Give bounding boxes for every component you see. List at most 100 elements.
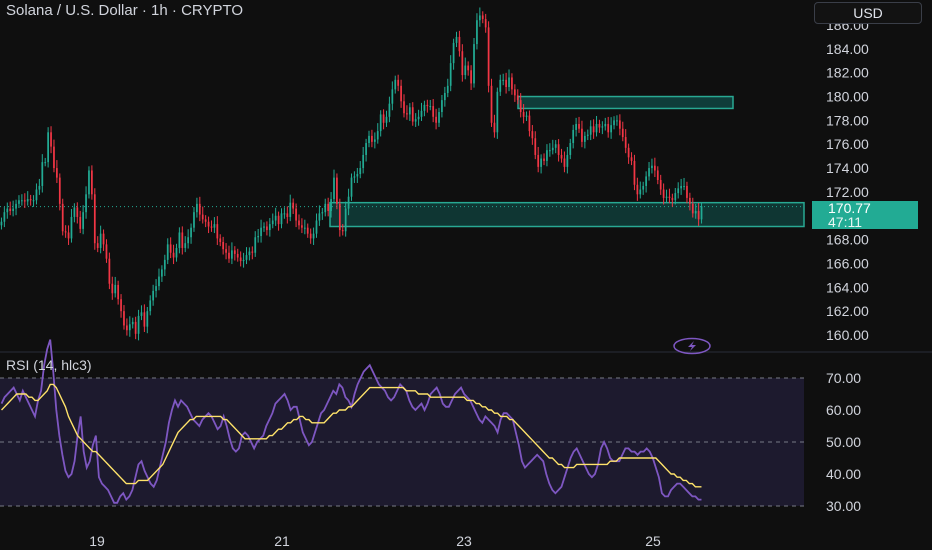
rsi-ma-line: [1, 383, 702, 488]
candle: [470, 65, 472, 90]
candle-body: [23, 200, 26, 202]
axes-layer: 160.00162.00164.00166.00168.00170.00172.…: [89, 17, 869, 549]
candle: [344, 201, 347, 237]
candle: [388, 96, 391, 123]
candle-body: [417, 116, 420, 120]
candle: [271, 213, 274, 229]
candle: [161, 265, 163, 282]
candle: [683, 177, 685, 191]
candle: [411, 102, 414, 126]
candle: [686, 181, 688, 204]
candle: [589, 120, 592, 141]
candle: [12, 200, 15, 217]
candle-body: [601, 126, 604, 128]
candle-body: [38, 185, 41, 190]
candle-body: [665, 196, 668, 198]
candle-body: [344, 208, 347, 232]
candle: [356, 167, 359, 183]
candle-body: [70, 216, 73, 239]
candle: [522, 104, 525, 124]
candle-body: [531, 131, 534, 139]
candle-body: [604, 123, 607, 127]
candle-body: [362, 154, 365, 169]
candle-body: [341, 230, 344, 232]
candle-body: [385, 116, 388, 123]
candle: [303, 219, 306, 235]
candle: [85, 186, 87, 219]
candle: [248, 247, 251, 261]
candle: [511, 73, 513, 95]
candle-body: [274, 215, 277, 221]
candle-body: [525, 115, 528, 117]
candle: [385, 110, 388, 127]
candle: [449, 55, 452, 92]
candle: [505, 72, 507, 94]
candle: [196, 197, 198, 218]
candle-body: [134, 321, 137, 334]
candle-body: [391, 89, 394, 104]
candle: [99, 225, 102, 254]
candle-body: [9, 208, 12, 211]
candle: [446, 78, 449, 98]
candle-body: [522, 112, 525, 117]
candle: [560, 148, 563, 163]
candle: [213, 217, 216, 234]
candle: [105, 239, 108, 263]
currency-selector[interactable]: USD: [814, 2, 922, 24]
candle-body: [438, 112, 440, 123]
candle: [330, 192, 332, 218]
candle-body: [318, 213, 321, 221]
candle-body: [190, 227, 192, 238]
candle-body: [166, 244, 169, 260]
candle-body: [373, 139, 376, 142]
candle: [228, 245, 230, 263]
candle-body: [298, 220, 300, 226]
candle-body: [181, 232, 184, 248]
candle: [58, 173, 61, 211]
candle-body: [196, 203, 198, 213]
candle-body: [554, 144, 557, 148]
rsi-indicator-label[interactable]: RSI (14, hlc3): [6, 357, 92, 373]
candle-body: [301, 225, 303, 228]
candle-body: [572, 129, 575, 144]
candle-body: [493, 122, 496, 133]
candle: [131, 317, 134, 329]
candle: [674, 187, 677, 205]
last-price-tag: 170.77 47:11: [812, 201, 918, 229]
candle-body: [117, 284, 120, 300]
replay-icon[interactable]: [673, 337, 711, 355]
candle: [3, 207, 6, 228]
price-axis-tick: 166.00: [826, 255, 869, 271]
candle-body: [178, 232, 181, 248]
price-axis-tick: 176.00: [826, 136, 869, 152]
candle-body: [394, 79, 397, 90]
candle: [50, 126, 52, 154]
candle-body: [636, 184, 639, 195]
candle-body: [408, 107, 411, 115]
candle-body: [563, 158, 566, 167]
candle-body: [653, 165, 656, 171]
candle-body: [67, 232, 70, 239]
candle: [15, 199, 17, 216]
candle-body: [225, 249, 227, 253]
candle-body: [213, 224, 216, 228]
candle-body: [651, 165, 653, 169]
candle: [318, 205, 321, 226]
candle: [490, 78, 493, 127]
candle: [595, 115, 598, 137]
candle: [350, 173, 353, 201]
candle-body: [376, 131, 379, 140]
candle: [201, 206, 204, 224]
candle: [301, 218, 303, 234]
candle: [464, 57, 467, 80]
candle-body: [589, 126, 592, 135]
candle-body: [569, 143, 572, 155]
candle: [158, 268, 160, 291]
candle-body: [656, 170, 659, 180]
candle: [292, 198, 295, 214]
candle: [601, 121, 604, 135]
candle: [613, 116, 615, 130]
candle-body: [452, 42, 455, 64]
candle-body: [455, 36, 458, 43]
